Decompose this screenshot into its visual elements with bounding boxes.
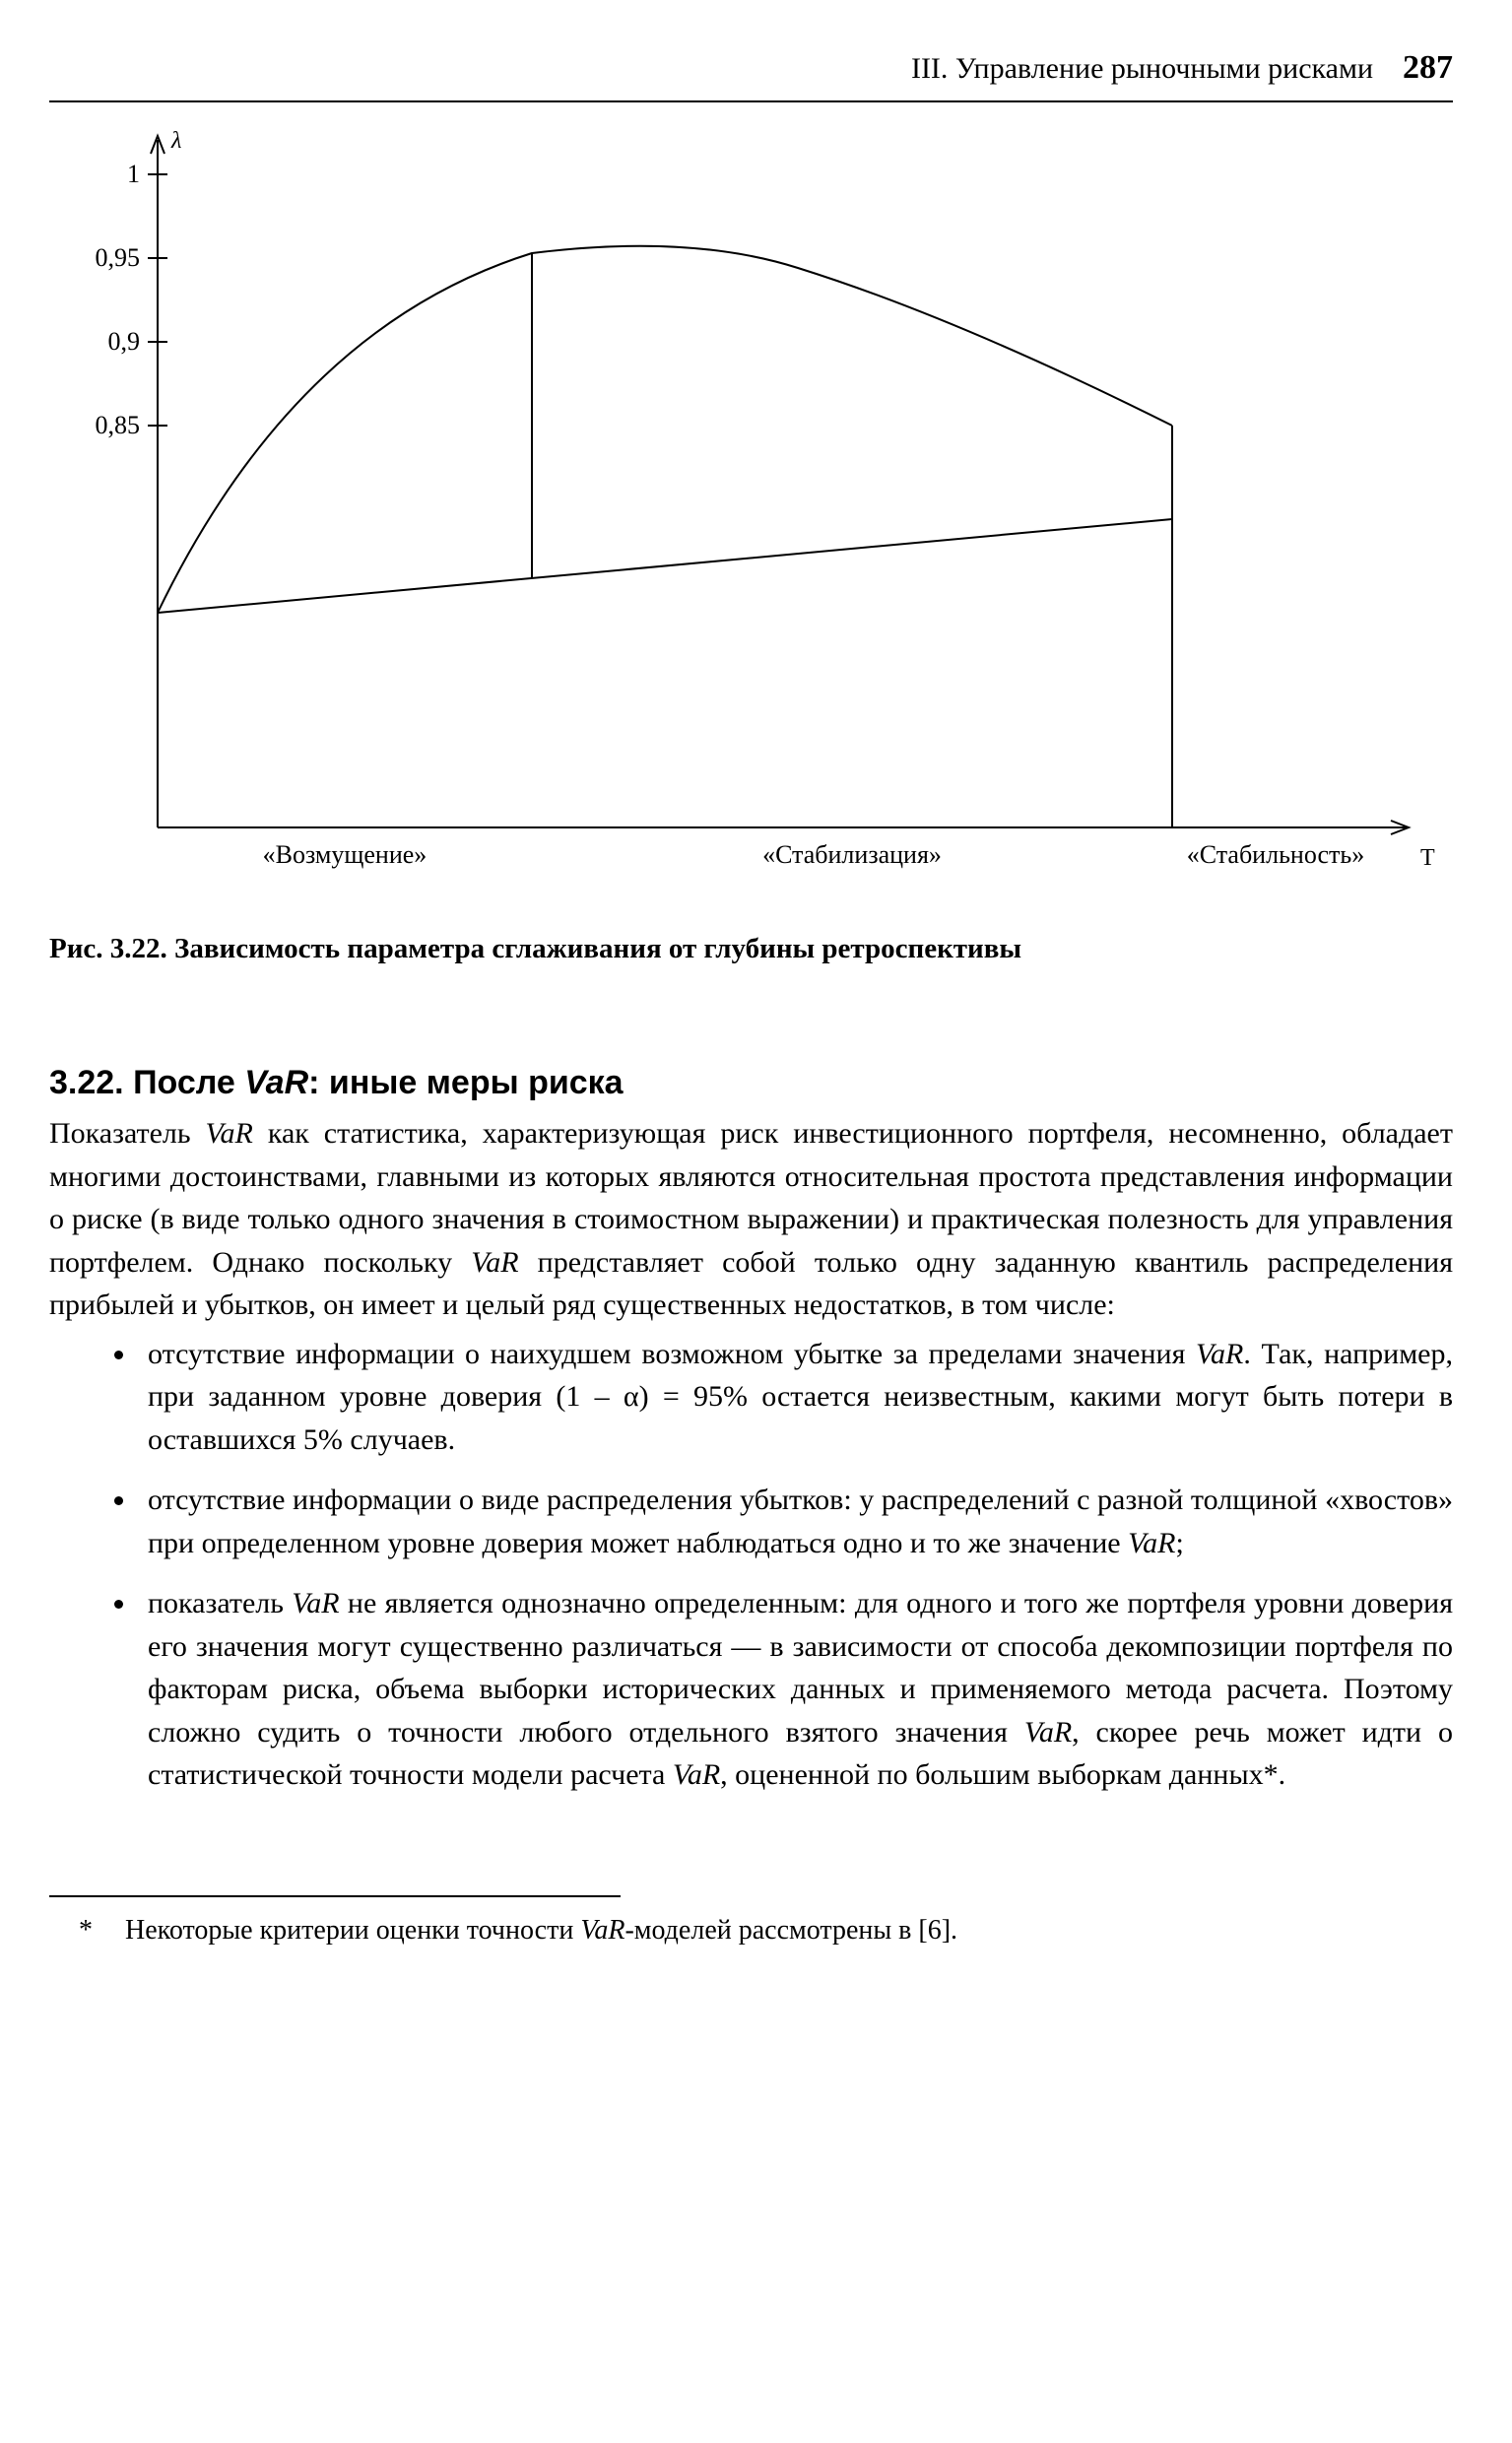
- chart-svg: λ T 1 0,95 0,9 0,85 «Возмущение» «Стабилизация»…: [49, 130, 1448, 889]
- chapter-title: III. Управление рыночными рисками: [911, 52, 1373, 85]
- list-item: показатель VaR не является однозначно оп…: [138, 1582, 1453, 1797]
- page-number: 287: [1403, 49, 1453, 86]
- footnote-prefix: Некоторые критерии оценки точности: [125, 1915, 580, 1946]
- section-number: 3.22.: [49, 1064, 124, 1101]
- intro-paragraph: Показатель VaR как статистика, характери…: [49, 1112, 1453, 1327]
- list-item: отсутствие информации о наихудшем возмож…: [138, 1333, 1453, 1462]
- section-title-italic: VaR: [244, 1064, 308, 1101]
- svg-text:T: T: [1420, 845, 1435, 871]
- page-header: III. Управление рыночными рисками 287: [49, 49, 1453, 102]
- svg-text:λ: λ: [170, 130, 181, 154]
- svg-text:«Стабилизация»: «Стабилизация»: [762, 840, 942, 869]
- smoothing-chart: λ T 1 0,95 0,9 0,85 «Возмущение» «Стабилизация»…: [49, 130, 1453, 893]
- svg-text:0,9: 0,9: [108, 327, 141, 356]
- footnote-italic: VaR: [580, 1915, 625, 1946]
- section-heading: 3.22. После VaR: иные меры риска: [49, 1064, 1453, 1102]
- footnote-marker: *: [79, 1915, 93, 1946]
- footnote: * Некоторые критерии оценки точности VaR…: [49, 1915, 1453, 1947]
- footnote-suffix: -моделей рассмотрены в [6].: [625, 1915, 957, 1946]
- section-title-suffix: : иные меры риска: [308, 1064, 623, 1101]
- drawbacks-list: отсутствие информации о наихудшем возмож…: [118, 1333, 1453, 1797]
- list-item: отсутствие информации о виде распределен…: [138, 1479, 1453, 1564]
- section-title-prefix: После: [133, 1064, 244, 1101]
- svg-text:1: 1: [127, 160, 140, 188]
- svg-text:«Стабильность»: «Стабильность»: [1187, 840, 1365, 869]
- figure-caption: Рис. 3.22. Зависимость параметра сглажив…: [49, 933, 1453, 965]
- footnote-separator: [49, 1895, 621, 1897]
- svg-text:«Возмущение»: «Возмущение»: [263, 840, 427, 869]
- svg-text:0,85: 0,85: [96, 411, 141, 439]
- svg-text:0,95: 0,95: [96, 243, 141, 272]
